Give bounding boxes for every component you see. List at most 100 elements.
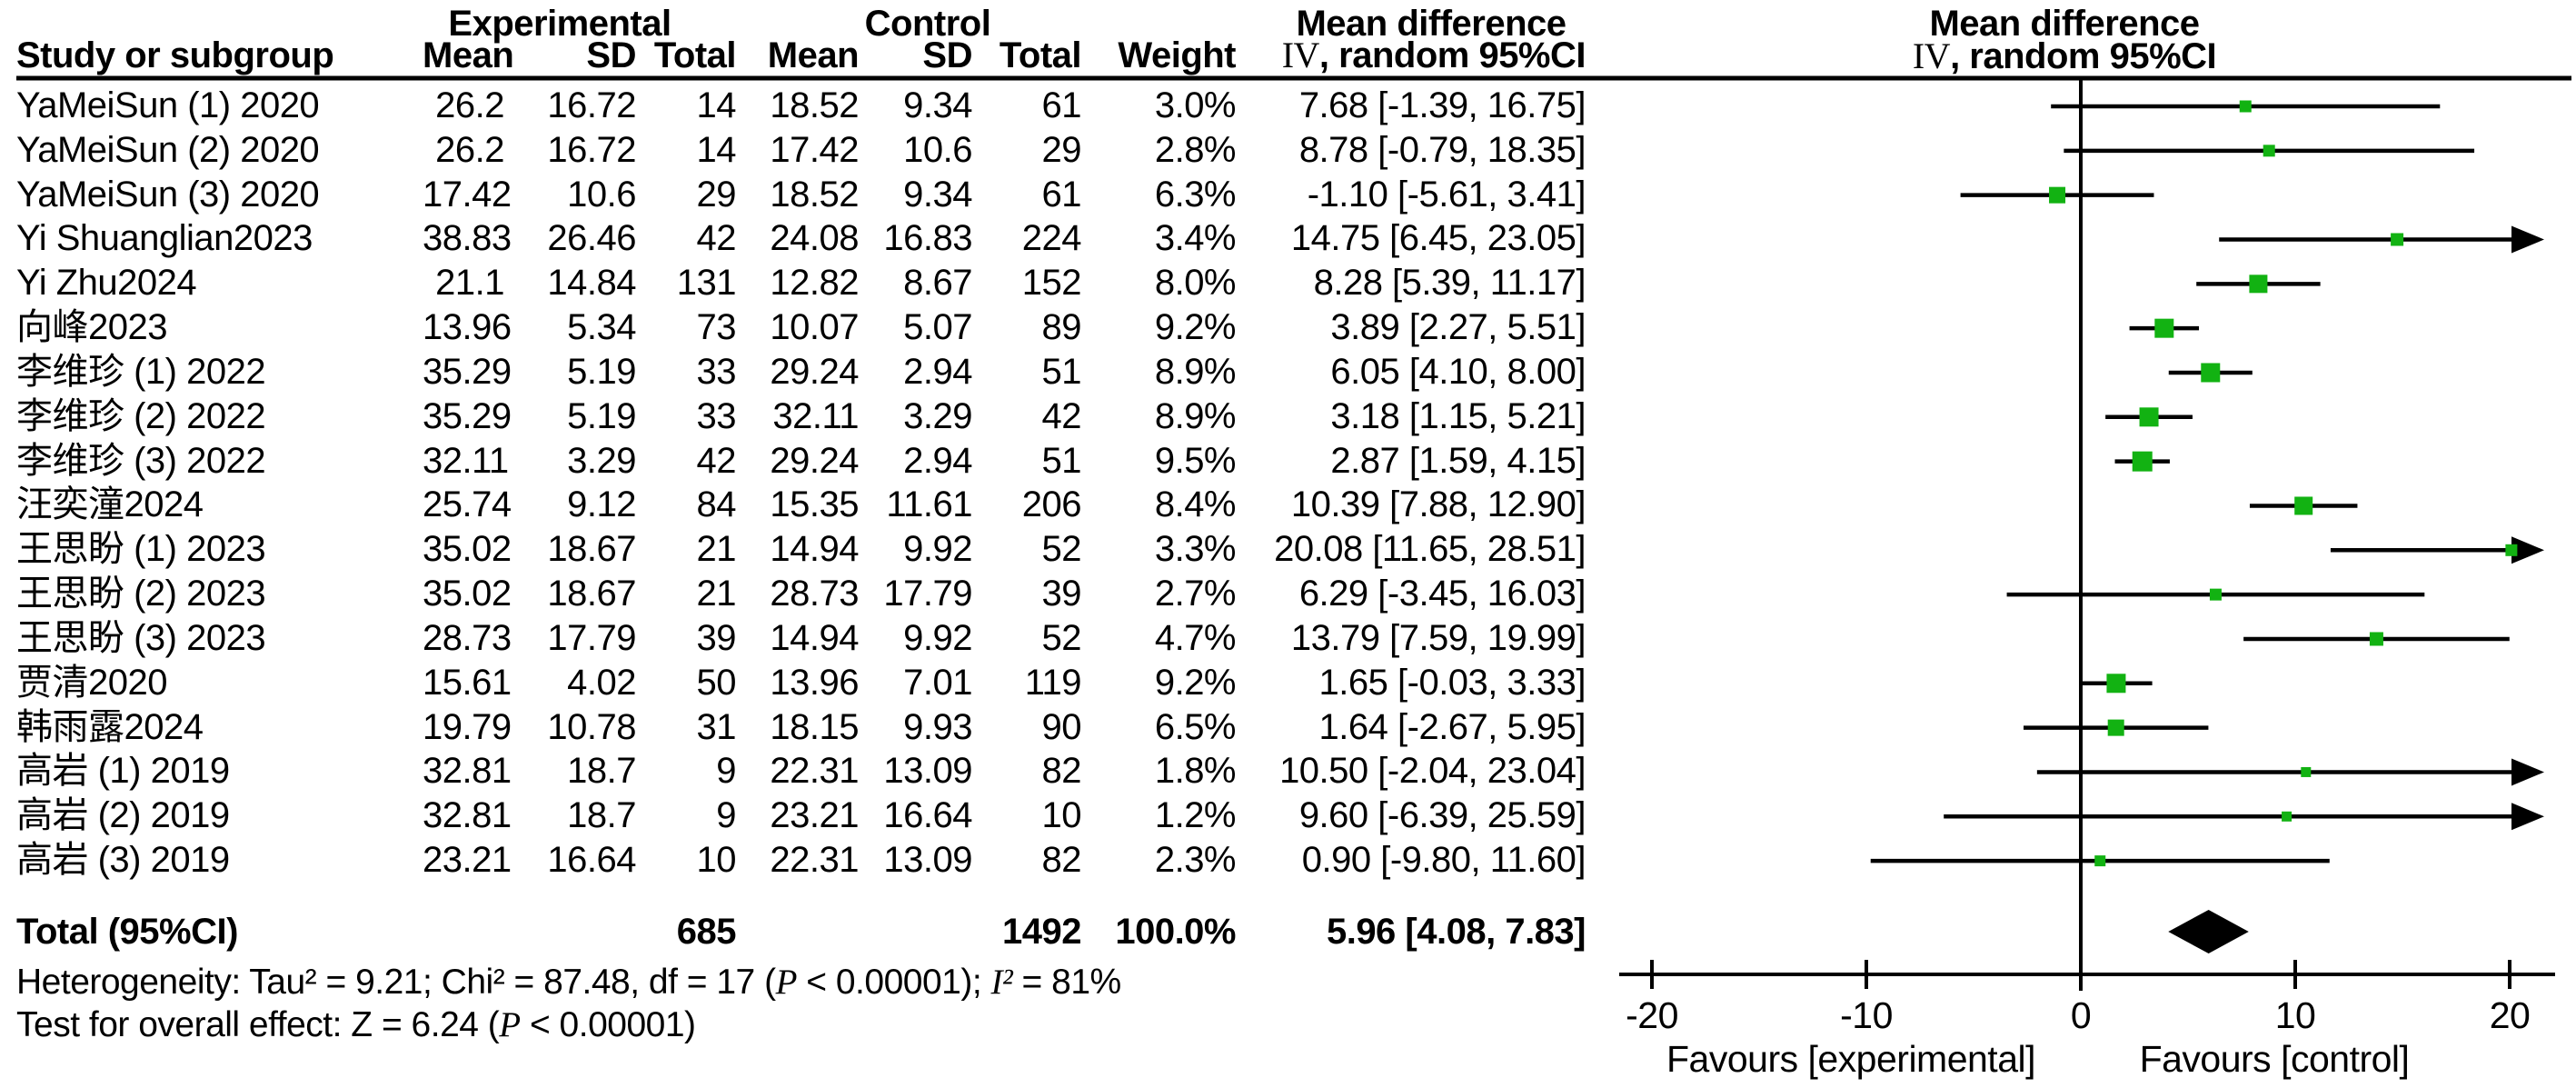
md-ci-text: 9.60 [-6.39, 25.59]	[1298, 795, 1586, 836]
study-name: 贾清2020	[16, 662, 167, 703]
point-estimate-marker	[2201, 363, 2221, 383]
point-estimate-marker	[2132, 451, 2153, 472]
point-estimate-marker	[2249, 274, 2268, 294]
ci-arrowhead-right	[2511, 803, 2544, 831]
ctl-mean: 17.42	[770, 129, 859, 170]
iv-roman-numeral-plot: IV	[1912, 35, 1951, 76]
study-name: 李维珍 (1) 2022	[16, 351, 266, 392]
study-name: 李维珍 (2) 2022	[16, 395, 266, 436]
study-name: YaMeiSun (3) 2020	[16, 174, 320, 215]
study-name: 韩雨露2024	[16, 706, 204, 747]
ctl-total: 61	[1041, 174, 1082, 215]
md-ci-text: -1.10 [-5.61, 3.41]	[1307, 174, 1586, 215]
study-name: 王思盼 (3) 2023	[16, 617, 266, 658]
point-estimate-marker	[2049, 186, 2066, 204]
exp-mean: 17.42	[423, 174, 512, 215]
ctl-total: 119	[1024, 662, 1082, 703]
md-ci-text: 3.89 [2.27, 5.51]	[1330, 307, 1586, 348]
ctl-mean: 12.82	[770, 263, 859, 304]
exp-total: 73	[696, 307, 737, 348]
md-ci-text: 8.28 [5.39, 11.17]	[1313, 263, 1586, 304]
point-estimate-marker	[2391, 233, 2404, 246]
weight: 3.0%	[1154, 85, 1237, 125]
study-row: 李维珍 (3) 2022 32.11 3.29 42 29.24 2.94 51 9.5% 2.…	[16, 439, 1586, 484]
study-name: YaMeiSun (1) 2020	[16, 85, 320, 125]
col-header-method: IV, random 95%CI	[1281, 35, 1586, 75]
col-header-weight: Weight	[1118, 35, 1236, 75]
ctl-sd: 3.29	[903, 395, 972, 436]
col-header-total-ctl: Total	[999, 35, 1082, 75]
ctl-total: 90	[1041, 706, 1082, 747]
ctl-mean: 14.94	[770, 617, 859, 658]
ctl-sd: 11.61	[886, 484, 972, 525]
ctl-mean: 22.31	[770, 840, 859, 881]
ctl-total: 89	[1041, 307, 1082, 348]
exp-sd: 18.67	[547, 529, 636, 570]
col-header-method-plot: IV, random 95%CI	[1912, 35, 2217, 76]
exp-total: 21	[696, 574, 737, 614]
ctl-mean: 29.24	[770, 351, 859, 392]
point-estimate-marker	[2107, 719, 2124, 736]
study-row: Yi Zhu2024 21.1 14.84 131 12.82 8.67 152 8.0% 8.…	[16, 261, 1586, 305]
ctl-mean: 10.07	[770, 307, 859, 348]
point-estimate-marker	[2263, 145, 2275, 157]
md-ci-text: 3.18 [1.15, 5.21]	[1330, 395, 1586, 436]
ctl-sd: 16.64	[883, 795, 972, 836]
md-ci-text: 7.68 [-1.39, 16.75]	[1298, 85, 1586, 125]
ctl-mean: 14.94	[770, 529, 859, 570]
exp-sd: 3.29	[567, 440, 636, 481]
ctl-total: 51	[1041, 440, 1082, 481]
ctl-mean: 24.08	[770, 218, 859, 259]
ctl-sd: 17.79	[883, 574, 972, 614]
md-ci-text: 10.50 [-2.04, 23.04]	[1279, 751, 1586, 792]
total-diamond	[2168, 910, 2249, 953]
ci-arrowhead-right	[2511, 536, 2544, 564]
point-estimate-marker	[2282, 811, 2293, 822]
study-row: 贾清2020 15.61 4.02 50 13.96 7.01 119 9.2% 1.65 [-…	[16, 661, 1586, 705]
total-row: Total (95%CI) 685 1492 100.0% 5.96 [4.08…	[16, 910, 1586, 953]
ctl-total: 42	[1041, 395, 1082, 436]
col-header-sd-exp: SD	[586, 35, 636, 75]
ctl-total: 82	[1041, 840, 1082, 881]
col-header-sd-ctl: SD	[922, 35, 972, 75]
study-name: 李维珍 (3) 2022	[16, 440, 266, 481]
exp-total: 14	[696, 129, 737, 170]
ctl-mean: 15.35	[770, 484, 859, 525]
exp-mean: 25.74	[423, 484, 512, 525]
study-row: YaMeiSun (3) 2020 17.42 10.6 29 18.52 9.34 61 6…	[16, 173, 1586, 217]
md-ci-text: 1.64 [-2.67, 5.95]	[1318, 706, 1586, 747]
ctl-total: 82	[1041, 751, 1082, 792]
ctl-sd: 16.83	[883, 218, 972, 259]
ctl-sd: 13.09	[883, 840, 972, 881]
weight: 4.7%	[1154, 617, 1237, 658]
exp-mean: 32.81	[423, 751, 512, 792]
ctl-sd: 10.6	[903, 129, 972, 170]
group-header-mean-difference-table: Mean difference	[1296, 4, 1566, 44]
group-header-experimental: Experimental	[448, 4, 671, 44]
exp-mean: 38.83	[423, 218, 512, 259]
exp-mean: 26.2	[435, 129, 504, 170]
exp-mean: 23.21	[423, 840, 512, 881]
weight: 6.3%	[1154, 174, 1237, 215]
study-row: 李维珍 (1) 2022 35.29 5.19 33 29.24 2.94 51 8.9% 6.…	[16, 350, 1586, 394]
point-estimate-marker	[2209, 588, 2222, 601]
exp-sd: 4.02	[567, 662, 636, 703]
axis-tick-label: 20	[2489, 994, 2531, 1036]
exp-total: 50	[696, 662, 737, 703]
exp-total: 131	[676, 263, 737, 304]
exp-total: 10	[696, 840, 737, 881]
exp-sd: 5.19	[567, 351, 636, 392]
ctl-total: 152	[1021, 263, 1082, 304]
exp-sd: 16.64	[547, 840, 636, 881]
ctl-total: 51	[1041, 351, 1082, 392]
ctl-sd: 2.94	[903, 440, 972, 481]
exp-mean: 35.02	[423, 574, 512, 614]
ctl-sd: 9.92	[903, 529, 972, 570]
weight: 1.8%	[1154, 751, 1237, 792]
ctl-mean: 13.96	[770, 662, 859, 703]
study-name: 高岩 (1) 2019	[16, 751, 230, 792]
iv-roman-numeral: IV	[1281, 35, 1320, 75]
study-name: 向峰2023	[16, 307, 167, 348]
exp-mean: 35.02	[423, 529, 512, 570]
